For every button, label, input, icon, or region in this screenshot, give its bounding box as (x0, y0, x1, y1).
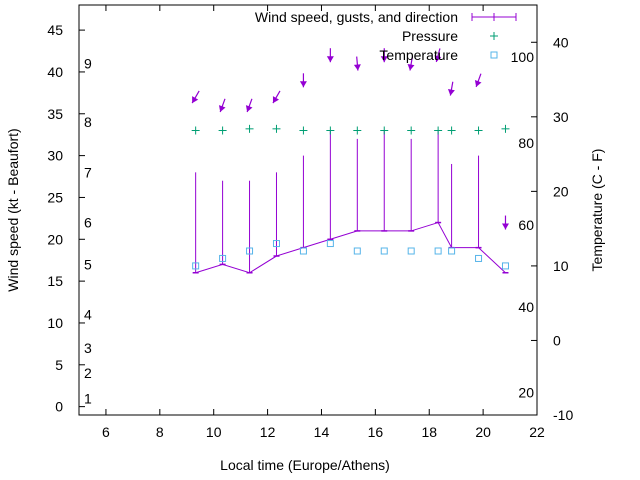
y-tick-label: 30 (47, 148, 63, 164)
fahrenheit-label: 20 (518, 385, 534, 401)
y-tick-label: 45 (47, 22, 63, 38)
wind-direction-arrow (380, 48, 388, 63)
temperature-point (326, 240, 334, 248)
temperature-point (448, 247, 456, 255)
x-axis-label: Local time (Europe/Athens) (220, 457, 390, 473)
temperature-point (380, 247, 388, 255)
temperature-point (299, 247, 307, 255)
temperature-point (434, 247, 442, 255)
y-tick-label: 35 (47, 106, 63, 122)
x-tick-label: 20 (475, 424, 491, 440)
beaufort-label: 8 (84, 114, 92, 130)
wind-direction-arrow (447, 81, 455, 96)
legend-symbol-pressure (490, 32, 498, 40)
x-tick-label: 18 (421, 424, 437, 440)
y-tick-label: 0 (55, 399, 63, 415)
temperature-point (475, 254, 483, 262)
y2-tick-label: 30 (553, 109, 569, 125)
temperature-point (246, 247, 254, 255)
wind-direction-arrow (407, 56, 415, 71)
beaufort-label: 3 (84, 340, 92, 356)
temperature-point (219, 254, 227, 262)
legend-label: Temperature (379, 47, 458, 63)
pressure-point (434, 126, 443, 135)
beaufort-label: 5 (84, 256, 92, 272)
beaufort-label: 7 (84, 164, 92, 180)
x-tick-label: 16 (368, 424, 384, 440)
pressure-point (353, 126, 362, 135)
beaufort-label: 1 (84, 390, 92, 406)
y-tick-label: 40 (47, 64, 63, 80)
pressure-point (218, 126, 227, 135)
pressure-point (272, 124, 281, 133)
fahrenheit-label: 40 (518, 299, 534, 315)
wind-direction-arrow (474, 73, 482, 88)
y2-tick-label: -10 (553, 407, 573, 423)
pressure-point (447, 126, 456, 135)
y2-tick-label: 10 (553, 258, 569, 274)
legend-label: Wind speed, gusts, and direction (255, 9, 458, 25)
wind-direction-arrow (245, 98, 253, 113)
fahrenheit-label: 100 (511, 49, 535, 65)
wind-direction-arrow (434, 48, 442, 63)
x-tick-label: 14 (314, 424, 330, 440)
x-tick-label: 10 (206, 424, 222, 440)
beaufort-label: 9 (84, 56, 92, 72)
beaufort-label: 4 (84, 307, 92, 323)
legend-symbol-temperature (490, 51, 498, 59)
temperature-point (501, 262, 509, 270)
y2-tick-label: 40 (553, 34, 569, 50)
pressure-point (299, 126, 308, 135)
pressure-point (191, 126, 200, 135)
pressure-point (501, 124, 510, 133)
legend-symbol-wind (471, 13, 517, 21)
wind-direction-arrow (326, 48, 334, 63)
y-tick-label: 5 (55, 357, 63, 373)
y2-axis-label: Temperature (C - F) (589, 149, 605, 272)
temperature-point (407, 247, 415, 255)
y-tick-label: 25 (47, 189, 63, 205)
legend-label: Pressure (402, 28, 458, 44)
x-tick-label: 6 (102, 424, 110, 440)
y-tick-label: 20 (47, 231, 63, 247)
pressure-point (326, 126, 335, 135)
y2-tick-label: 0 (553, 332, 561, 348)
pressure-point (245, 124, 254, 133)
temperature-point (353, 247, 361, 255)
wind-direction-arrow (299, 73, 307, 88)
fahrenheit-label: 80 (518, 135, 534, 151)
x-tick-label: 22 (529, 424, 545, 440)
temperature-point (192, 262, 200, 270)
wind-direction-arrow (218, 98, 226, 113)
y2-tick-label: 20 (553, 183, 569, 199)
pressure-point (380, 126, 389, 135)
y-axis-label: Wind speed (kt - Beaufort) (5, 128, 21, 291)
wind-speed-line (195, 221, 506, 274)
beaufort-label: 2 (84, 365, 92, 381)
pressure-point (407, 126, 416, 135)
wind-direction-arrow (353, 56, 361, 71)
fahrenheit-label: 60 (518, 217, 534, 233)
wind-direction-arrow (191, 90, 200, 104)
temperature-point (272, 240, 280, 248)
pressure-point (474, 126, 483, 135)
y-tick-label: 10 (47, 315, 63, 331)
x-tick-label: 8 (156, 424, 164, 440)
wind-direction-arrow (272, 90, 281, 104)
wind-direction-arrow (501, 215, 509, 230)
y-tick-label: 15 (47, 273, 63, 289)
beaufort-label: 6 (84, 215, 92, 231)
plot-frame (78, 4, 538, 416)
x-tick-label: 12 (260, 424, 276, 440)
